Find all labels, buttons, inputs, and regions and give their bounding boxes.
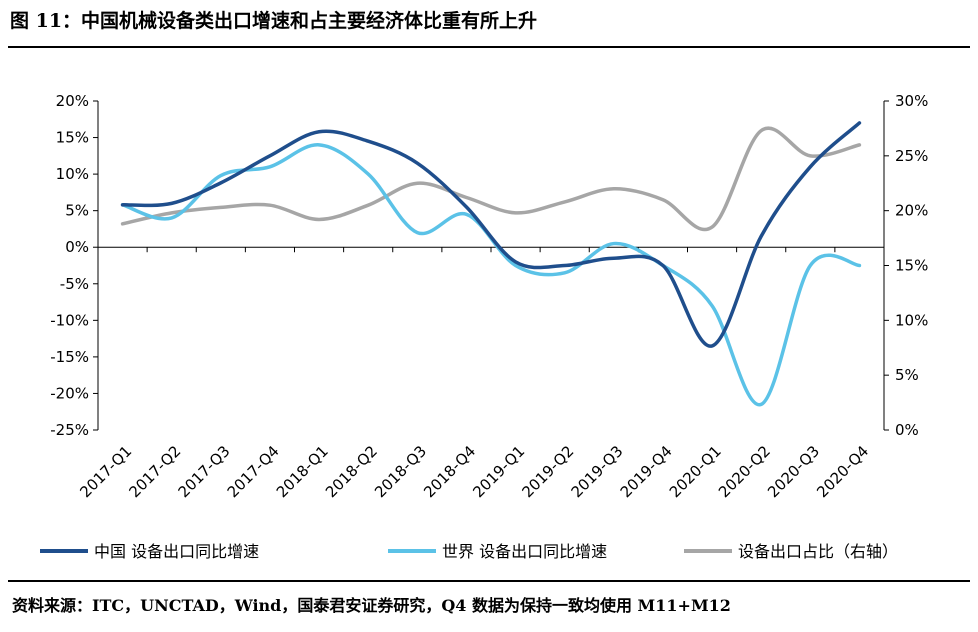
left-tick-label: -5% <box>60 275 89 293</box>
left-tick-label: -10% <box>50 311 89 329</box>
x-tick-label: 2017-Q4 <box>224 442 283 501</box>
left-tick-label: 0% <box>65 238 89 256</box>
x-tick-label: 2019-Q1 <box>469 442 528 501</box>
right-tick-label: 20% <box>895 202 928 220</box>
left-tick-label: 15% <box>56 129 89 147</box>
figure-title: 图 11：中国机械设备类出口增速和占主要经济体比重有所上升 <box>10 10 538 32</box>
right-tick-label: 10% <box>895 311 928 329</box>
right-tick-label: 25% <box>895 147 928 165</box>
x-tick-label: 2017-Q2 <box>125 442 184 501</box>
x-tick-label: 2018-Q1 <box>273 442 332 501</box>
x-tick-label: 2020-Q1 <box>666 442 725 501</box>
right-tick-label: 0% <box>895 421 919 439</box>
right-tick-label: 5% <box>895 366 919 384</box>
legend-label-1: 世界 设备出口同比增速 <box>442 542 607 561</box>
legend: 中国 设备出口同比增速 世界 设备出口同比增速 设备出口占比（右轴） <box>40 542 898 561</box>
x-tick-label: 2019-Q2 <box>518 442 577 501</box>
left-tick-label: 10% <box>56 165 89 183</box>
x-tick-label: 2018-Q4 <box>420 442 479 501</box>
left-tick-label: -15% <box>50 348 89 366</box>
left-tick-label: -20% <box>50 384 89 402</box>
left-tick-label: -25% <box>50 421 89 439</box>
axes: 20% 15% 10% 5% 0% -5% -10% -15% -20% -25% 30% 25% 20… <box>50 92 928 439</box>
title-rule <box>8 46 970 48</box>
x-tick-label: 2019-Q4 <box>617 442 676 501</box>
x-tick-label: 2020-Q3 <box>764 442 823 501</box>
x-tick-label: 2020-Q4 <box>813 442 872 501</box>
series-layer <box>120 121 862 407</box>
series-line-2 <box>120 126 862 232</box>
legend-label-2: 设备出口占比（右轴） <box>738 542 898 561</box>
x-tick-label: 2018-Q2 <box>322 442 381 501</box>
legend-label-0: 中国 设备出口同比增速 <box>94 542 259 561</box>
x-tick-labels: 2017-Q12017-Q22017-Q32017-Q42018-Q12018-… <box>76 442 872 501</box>
series-line-0 <box>120 121 862 348</box>
x-tick-label: 2017-Q3 <box>175 442 234 501</box>
right-tick-label: 30% <box>895 92 928 110</box>
right-tick-label: 15% <box>895 257 928 275</box>
x-tick-label: 2017-Q1 <box>76 442 135 501</box>
x-tick-label: 2020-Q2 <box>715 442 774 501</box>
x-tick-label: 2018-Q3 <box>371 442 430 501</box>
x-tick-label: 2019-Q3 <box>568 442 627 501</box>
source-note: 资料来源：ITC，UNCTAD，Wind，国泰君安证券研究，Q4 数据为保持一致… <box>12 596 731 615</box>
line-chart: 20% 15% 10% 5% 0% -5% -10% -15% -20% -25% 30% 25% 20… <box>40 92 928 561</box>
series-line-1 <box>120 143 862 407</box>
source-rule <box>8 580 970 582</box>
left-tick-label: 5% <box>65 202 89 220</box>
left-tick-label: 20% <box>56 92 89 110</box>
